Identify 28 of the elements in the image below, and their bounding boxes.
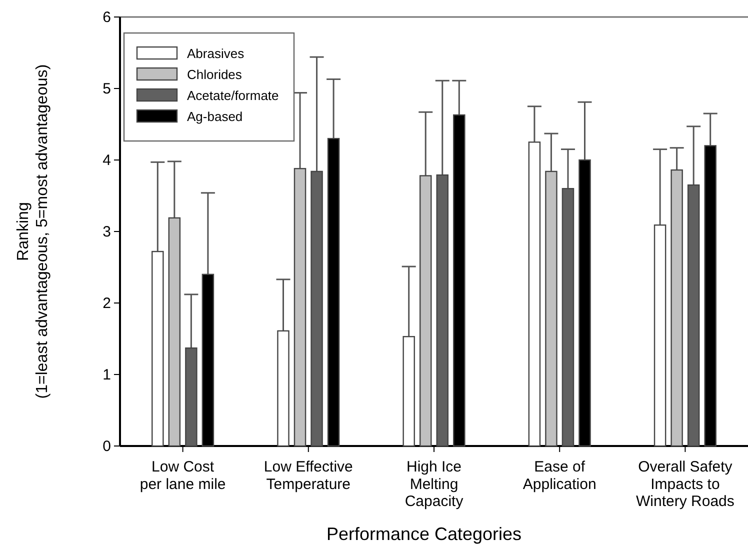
y-tick-label: 3 (102, 223, 111, 240)
y-tick-label: 4 (102, 152, 111, 169)
bar (528, 142, 541, 447)
y-axis-title: Ranking (1=least advantageous, 5=most advantageous) (15, 64, 52, 399)
y-tick-label: 1 (102, 366, 111, 384)
bar (168, 217, 181, 447)
bar (294, 168, 306, 447)
y-tick-label: 6 (102, 8, 111, 26)
x-tick-label: Low Cost per lane mile (140, 458, 226, 493)
bar (277, 330, 290, 447)
bar (402, 336, 415, 447)
bar (545, 170, 558, 447)
y-tick-label: 5 (102, 80, 111, 98)
legend-label: Acetate/formate (187, 88, 279, 103)
y-tick-label: 2 (102, 294, 111, 312)
y-tick-label: 0 (102, 438, 111, 455)
x-tick-label: Overall Safety Impacts to Wintery Roads (636, 458, 734, 510)
bar (670, 169, 683, 447)
x-tick-label: Low Effective Temperature (264, 458, 353, 493)
bar (654, 224, 666, 447)
bar (152, 250, 164, 447)
legend-label: Chlorides (187, 67, 242, 82)
x-axis-title: Performance Categories (326, 524, 522, 544)
x-tick-label: High Ice Melting Capacity (404, 458, 464, 510)
legend-label: Ag-based (187, 109, 243, 124)
x-tick-label: Ease of Application (522, 458, 596, 493)
bar (419, 175, 432, 447)
legend-label: Abrasives (187, 46, 245, 61)
